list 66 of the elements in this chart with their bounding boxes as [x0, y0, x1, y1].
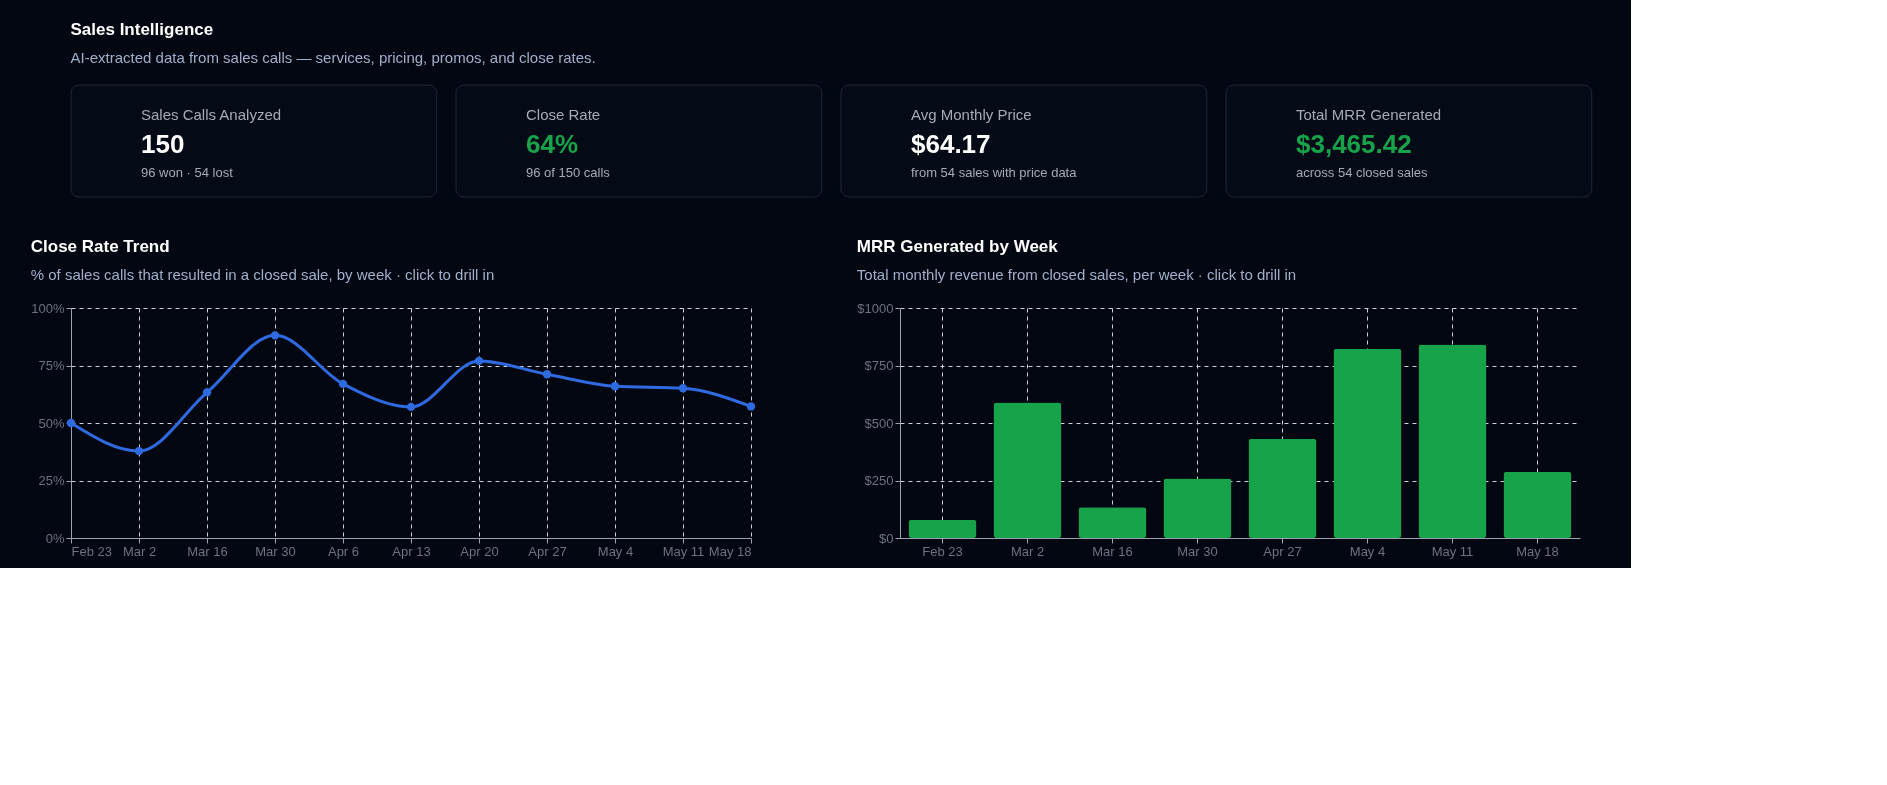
point [66, 418, 76, 428]
text: $3,465.42 [1296, 129, 1412, 159]
x-tick-label: Mar 16 [1092, 543, 1133, 559]
bar [908, 519, 977, 538]
text: 150 [141, 129, 185, 159]
x-tick-label: May 18 [1516, 543, 1559, 559]
x-tick-label: May 4 [597, 543, 634, 559]
bar [1163, 478, 1232, 538]
text: AI-extracted data from sales calls — services, pricing, promos, and close rates. [70, 48, 596, 66]
bar [1078, 507, 1147, 538]
y-tick-label: $0 [879, 530, 894, 546]
text: Avg Monthly Price [911, 106, 1032, 123]
y-tick-label: 100% [31, 300, 65, 316]
text: $64.17 [911, 129, 991, 159]
chart-title: Close Rate Trend [30, 237, 170, 256]
y-tick-label: $750 [864, 358, 894, 373]
text: Sales Calls Analyzed [141, 106, 282, 123]
x-tick-label: May 11 [662, 543, 705, 559]
point [134, 446, 144, 456]
x-tick-label: Apr 6 [327, 543, 360, 559]
point [270, 331, 280, 340]
point [678, 384, 688, 393]
point [338, 379, 348, 389]
chart-subtitle: Total monthly revenue from closed sales, per week · click to drill in [856, 266, 1297, 283]
point [610, 382, 620, 391]
point [474, 356, 484, 366]
text: 96 of 150 calls [526, 165, 611, 180]
chart-subtitle: % of sales calls that resulted in a closed sale, by week · click to drill in [30, 266, 495, 283]
y-tick-label: $500 [864, 415, 894, 431]
y-tick-label: 75% [38, 358, 65, 373]
point [542, 370, 552, 379]
text: Total MRR Generated [1296, 106, 1442, 123]
bar [1418, 344, 1487, 538]
y-tick-label: $250 [864, 473, 894, 488]
chart-title: MRR Generated by Week [856, 237, 1059, 256]
bar [1333, 348, 1402, 538]
text: Sales Intelligence [70, 19, 214, 39]
bar [1248, 438, 1317, 538]
x-tick-label: Apr 13 [392, 543, 431, 559]
point [202, 388, 212, 397]
x-tick-label: Apr 20 [460, 543, 499, 559]
y-tick-label: 25% [38, 473, 65, 488]
bar [993, 402, 1062, 538]
text: 96 won · 54 lost [141, 165, 234, 180]
x-tick-label: Mar 30 [255, 543, 296, 559]
x-tick-label: Mar 16 [187, 543, 228, 559]
bar [1503, 471, 1572, 538]
x-tick-label: Apr 27 [1263, 543, 1302, 559]
text: Close Rate [526, 106, 601, 123]
x-tick-label: Mar 30 [1177, 543, 1218, 559]
x-tick-label: May 4 [1349, 543, 1386, 559]
y-tick-label: 0% [45, 530, 65, 546]
x-tick-label: May 18 [708, 543, 752, 559]
text: 64% [526, 129, 579, 159]
x-tick-label: Apr 27 [528, 543, 567, 559]
point [406, 402, 416, 412]
x-tick-label: Feb 23 [922, 543, 963, 559]
text: from 54 sales with price data [911, 165, 1078, 180]
x-tick-label: Feb 23 [71, 543, 112, 559]
point [746, 402, 756, 411]
text: across 54 closed sales [1296, 165, 1429, 180]
y-tick-label: 50% [38, 415, 65, 431]
x-tick-label: May 11 [1431, 543, 1474, 559]
y-tick-label: $1000 [857, 300, 894, 316]
x-tick-label: Mar 2 [122, 543, 157, 559]
x-tick-label: Mar 2 [1010, 543, 1045, 559]
